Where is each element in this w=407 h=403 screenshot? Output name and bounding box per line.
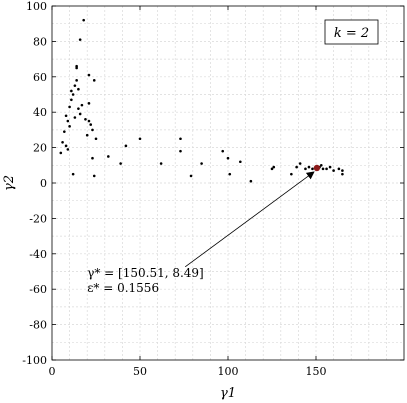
- annotation-epsilon-text: ε* = 0.1556: [87, 281, 159, 295]
- data-point: [77, 107, 80, 110]
- data-point: [221, 149, 225, 153]
- data-point: [87, 102, 91, 105]
- y-tick-label: -40: [29, 248, 47, 261]
- data-point: [73, 116, 77, 119]
- data-point: [91, 128, 94, 132]
- axis-ticks: 0 50 100 150 -100 -80 -60 -40 -20 0 20 40 60 80 100: [22, 0, 404, 378]
- x-tick-label: 100: [218, 365, 239, 378]
- data-point: [68, 105, 71, 109]
- data-point: [328, 165, 332, 169]
- data-point: [66, 119, 70, 123]
- data-point: [84, 117, 87, 121]
- data-point: [270, 167, 274, 171]
- data-point: [179, 137, 182, 141]
- data-point: [332, 169, 335, 172]
- data-point: [70, 89, 73, 93]
- x-axis-label: γ1: [220, 386, 236, 401]
- x-tick-label: 150: [306, 365, 327, 378]
- data-point: [61, 140, 64, 144]
- data-point: [82, 18, 85, 22]
- data-point: [325, 167, 328, 171]
- data-point: [75, 79, 78, 82]
- data-point: [295, 165, 298, 169]
- data-point: [179, 149, 182, 153]
- data-point: [341, 172, 344, 176]
- data-point: [89, 123, 93, 126]
- data-point: [70, 98, 73, 102]
- data-point: [59, 151, 63, 155]
- data-point: [91, 156, 94, 160]
- data-point: [189, 174, 193, 178]
- legend-text: k = 2: [334, 26, 369, 41]
- y-tick-label: -60: [29, 283, 47, 296]
- data-point: [319, 164, 323, 167]
- data-point: [71, 172, 75, 176]
- data-point: [200, 162, 203, 165]
- y-tick-label: 100: [26, 0, 47, 13]
- x-tick-label: 0: [49, 365, 56, 378]
- data-point: [80, 103, 84, 107]
- data-point: [64, 144, 68, 148]
- data-point: [311, 167, 314, 171]
- grid-lines: [52, 6, 404, 360]
- y-tick-label: 60: [33, 71, 47, 84]
- annotation-arrow: [184, 171, 315, 268]
- data-point: [107, 155, 110, 158]
- data-point: [239, 160, 242, 164]
- data-point: [298, 162, 302, 165]
- data-point: [321, 167, 325, 171]
- y-tick-label: 80: [33, 35, 47, 48]
- y-axis-label: γ2: [2, 175, 17, 191]
- data-point: [92, 79, 96, 82]
- y-tick-label: 40: [33, 106, 47, 119]
- data-point: [63, 130, 66, 133]
- data-point: [73, 84, 77, 87]
- y-tick-label: -80: [29, 319, 47, 332]
- data-point: [92, 174, 96, 178]
- data-point: [138, 137, 142, 141]
- annotation-gamma-text: γ* = [150.51, 8.49]: [87, 266, 204, 280]
- data-point: [124, 144, 128, 148]
- data-point: [341, 169, 344, 172]
- data-point: [71, 93, 75, 96]
- y-tick-label: -100: [22, 354, 47, 367]
- data-point: [307, 165, 311, 169]
- data-point: [68, 125, 71, 128]
- y-tick-label: 0: [40, 177, 47, 190]
- data-point: [304, 167, 307, 171]
- legend-box: k = 2: [324, 19, 379, 45]
- data-point: [78, 38, 82, 41]
- data-point: [272, 165, 276, 169]
- optimum-point: [313, 164, 321, 172]
- data-points: [59, 18, 344, 183]
- data-point: [337, 167, 341, 171]
- data-point: [228, 172, 232, 176]
- data-point: [78, 112, 82, 116]
- data-point: [87, 73, 91, 77]
- data-point: [66, 148, 70, 151]
- y-tick-label: -20: [29, 212, 47, 225]
- data-point: [119, 162, 122, 165]
- data-point: [159, 162, 163, 165]
- data-point: [87, 119, 91, 123]
- data-point: [77, 87, 80, 91]
- data-point: [75, 64, 78, 68]
- data-point: [64, 114, 68, 118]
- y-tick-label: 20: [33, 142, 47, 155]
- data-point: [226, 156, 230, 160]
- data-point: [249, 179, 253, 183]
- data-point: [85, 133, 89, 137]
- optimum-annotation: γ* = [150.51, 8.49] ε* = 0.1556: [87, 171, 315, 295]
- x-tick-label: 50: [133, 365, 147, 378]
- data-point: [94, 137, 98, 141]
- data-point: [290, 172, 293, 176]
